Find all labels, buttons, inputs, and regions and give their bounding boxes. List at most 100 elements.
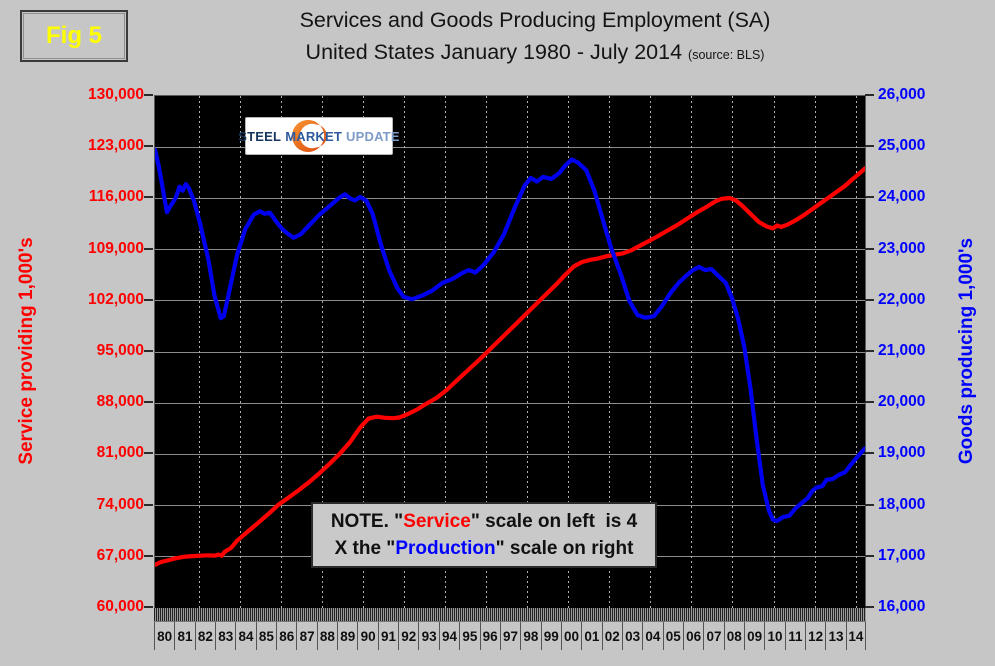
x-axis-year-label: 12 [805,622,825,650]
horizontal-gridline [155,351,865,353]
axis-tick-mark [144,606,153,608]
vertical-gridline [403,96,405,608]
scale-note-segment: Production [395,538,496,559]
x-axis-year-label: 90 [357,622,377,650]
right-axis-tick-label: 26,000 [878,86,926,103]
scale-note-segment: NOTE. " [330,511,404,532]
figure-number-label: Fig 5 [45,22,102,49]
axis-tick-mark [144,145,153,148]
x-axis-year-label: 85 [255,622,276,650]
logo-word-update: UPDATE [346,128,400,144]
vertical-gridline [773,96,775,608]
vertical-gridline [650,96,652,608]
x-axis-year-label: 96 [479,622,500,650]
right-axis-tick-label: 21,000 [878,342,926,359]
x-axis-year-label: 06 [682,622,703,650]
axis-tick-mark [865,94,874,96]
x-axis-year-label: 03 [621,622,642,650]
right-axis-tick-label: 23,000 [878,239,926,257]
x-axis-year-label: 89 [337,622,357,650]
source-note: (source: BLS) [688,48,765,62]
axis-tick-mark [144,503,153,506]
vertical-gridline [609,96,611,608]
horizontal-gridline [155,197,865,199]
axis-tick-mark [144,350,153,352]
x-axis-year-label: 13 [825,622,845,650]
axis-tick-mark [865,247,874,250]
x-axis-year-label: 80 [154,622,174,650]
axis-tick-mark [144,298,153,301]
axis-tick-mark [865,554,874,557]
x-axis-year-label: 10 [764,622,784,650]
vertical-gridline [445,96,447,608]
x-axis-year-label: 99 [540,622,561,650]
x-axis-year-label: 01 [581,622,601,650]
axis-tick-mark [865,503,874,506]
axis-tick-mark [865,350,874,352]
x-axis-year-label: 05 [662,622,683,650]
chart-title: Services and Goods Producing Employment … [299,8,771,32]
x-axis-year-label: 81 [174,622,194,650]
series-line-service [155,166,865,567]
data-series-layer [155,147,865,567]
vertical-gridline [527,96,529,608]
x-axis-year-label: 86 [276,622,296,650]
x-axis-year-label: 08 [723,622,744,650]
axis-tick-mark [144,94,153,96]
logo-text: STEEL MARKET UPDATE [238,118,399,154]
x-axis-year-label: 83 [215,622,235,650]
right-axis-tick-label: 19,000 [878,444,926,462]
right-axis-tick-label: 20,000 [878,393,926,411]
axis-tick-mark [144,554,153,557]
x-axis-year-label: 87 [296,622,316,650]
right-axis-tick-label: 25,000 [878,137,926,155]
x-axis-year-labels: 80 81 82 83 84 85 86 87 88 89 90 91 92 93 94 95 96 97 98 99… [154,622,867,650]
vertical-gridline [280,96,282,608]
x-axis-year-label: 95 [459,622,479,650]
chart-subtitle: United States January 1980 - July 2014 (s… [305,40,765,64]
left-axis-tick-label: 95,000 [96,342,144,359]
horizontal-gridline [155,453,865,455]
horizontal-gridline [155,402,865,404]
vertical-gridline [321,96,323,608]
x-axis-year-label: 98 [520,622,540,650]
x-axis-year-label: 00 [560,622,581,650]
axis-tick-mark [865,606,874,608]
x-axis-year-label: 97 [499,622,520,650]
left-axis-tick-label: 102,000 [87,290,144,308]
right-axis-tick-label: 18,000 [878,495,926,513]
chart-title-block: Services and Goods Producing Employment … [140,8,930,65]
steel-market-update-logo: STEEL MARKET UPDATE [238,117,400,155]
right-axis-tick-label: 22,000 [878,290,926,308]
scale-note-segment: " scale on right [495,538,634,559]
logo-word-market: MARKET [285,128,343,144]
scale-note-text: NOTE. "Service" scale on left is 4 X the… [331,508,637,562]
left-axis-tick-label: 109,000 [87,239,144,257]
logo-word-steel: STEEL [238,128,282,144]
monthly-tick-band [154,608,866,622]
axis-tick-mark [144,196,153,199]
axis-tick-mark [144,452,153,455]
left-axis-tick-label: 130,000 [87,86,144,103]
right-axis-tick-label: 17,000 [878,546,926,564]
vertical-gridline [814,96,816,608]
scale-note-segment: Service [403,511,471,532]
left-axis-tick-label: 81,000 [96,444,144,462]
left-axis-tick-label: 67,000 [96,546,144,564]
horizontal-gridline [155,249,865,251]
right-axis-tick-label: 16,000 [878,598,926,615]
vertical-gridline [691,96,693,608]
x-axis-year-label: 04 [642,622,662,650]
horizontal-gridline [155,146,865,148]
scale-note-box: NOTE. "Service" scale on left is 4 X the… [311,502,657,568]
logo-crescent-icon [292,120,327,152]
x-axis-year-label: 84 [235,622,255,650]
x-axis-year-label: 14 [845,622,867,650]
x-axis-year-label: 11 [784,622,805,650]
figure-number-badge: Fig 5 [20,10,128,62]
axis-tick-mark [865,401,874,404]
x-axis-year-label: 92 [398,622,418,650]
vertical-gridline [198,96,200,608]
axis-tick-mark [144,401,153,404]
